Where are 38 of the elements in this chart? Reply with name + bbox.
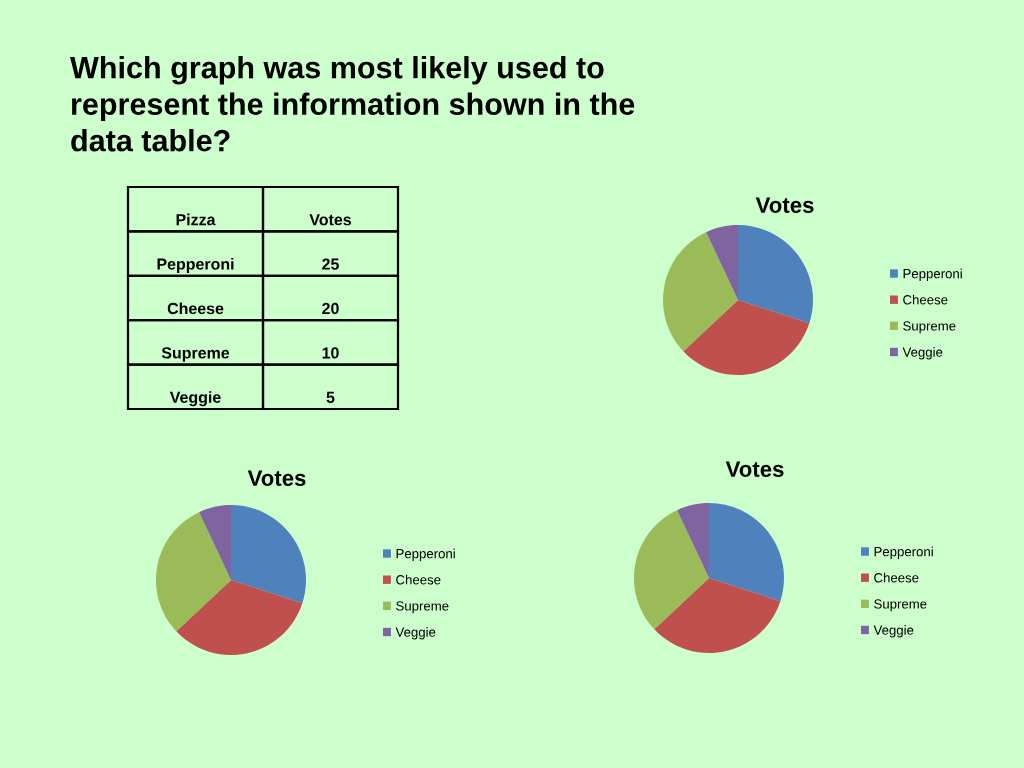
legend-label: Veggie xyxy=(873,625,914,638)
data-label: 5 xyxy=(326,391,335,403)
data-label: 10 xyxy=(322,347,339,359)
data-label: 20 xyxy=(322,302,339,315)
pie-slice xyxy=(663,232,738,352)
pie-slice xyxy=(199,505,231,580)
pie-slice xyxy=(634,510,709,630)
text: Votes xyxy=(309,214,351,226)
legend-label: Veggie xyxy=(902,347,943,360)
data-label: 25 xyxy=(322,258,339,270)
pie-slice xyxy=(156,512,231,632)
legend-label: Supreme xyxy=(874,599,927,612)
pie-slice xyxy=(176,580,303,655)
pie-slice xyxy=(738,225,813,324)
pie-slice xyxy=(677,503,709,578)
chart-title: Votes xyxy=(725,461,784,477)
legend-label: Pepperoni xyxy=(396,548,455,561)
category-label: Cheese xyxy=(167,302,224,315)
chart-title: Votes xyxy=(755,197,814,213)
pie-slice xyxy=(709,503,784,602)
legend-label: Supreme xyxy=(396,601,449,614)
category-label: Supreme xyxy=(161,347,230,362)
category-label: Pepperoni xyxy=(157,258,234,273)
pie-slice xyxy=(683,300,810,375)
chart-title: Votes xyxy=(247,470,306,486)
legend-label: Cheese xyxy=(874,572,919,583)
text: Which graph was most likely used to represent the information shown in the data table? xyxy=(70,56,635,152)
text: Pizza xyxy=(176,213,216,226)
legend-label: Supreme xyxy=(903,321,956,334)
pie-slice xyxy=(706,225,738,300)
pie-slice xyxy=(231,505,306,604)
legend-label: Veggie xyxy=(395,627,436,640)
legend-label: Pepperoni xyxy=(903,268,962,281)
pie-slice xyxy=(654,578,781,653)
legend-label: Cheese xyxy=(903,294,948,305)
legend-label: Pepperoni xyxy=(874,546,933,559)
category-label: Veggie xyxy=(169,391,221,407)
legend-label: Cheese xyxy=(396,574,441,585)
